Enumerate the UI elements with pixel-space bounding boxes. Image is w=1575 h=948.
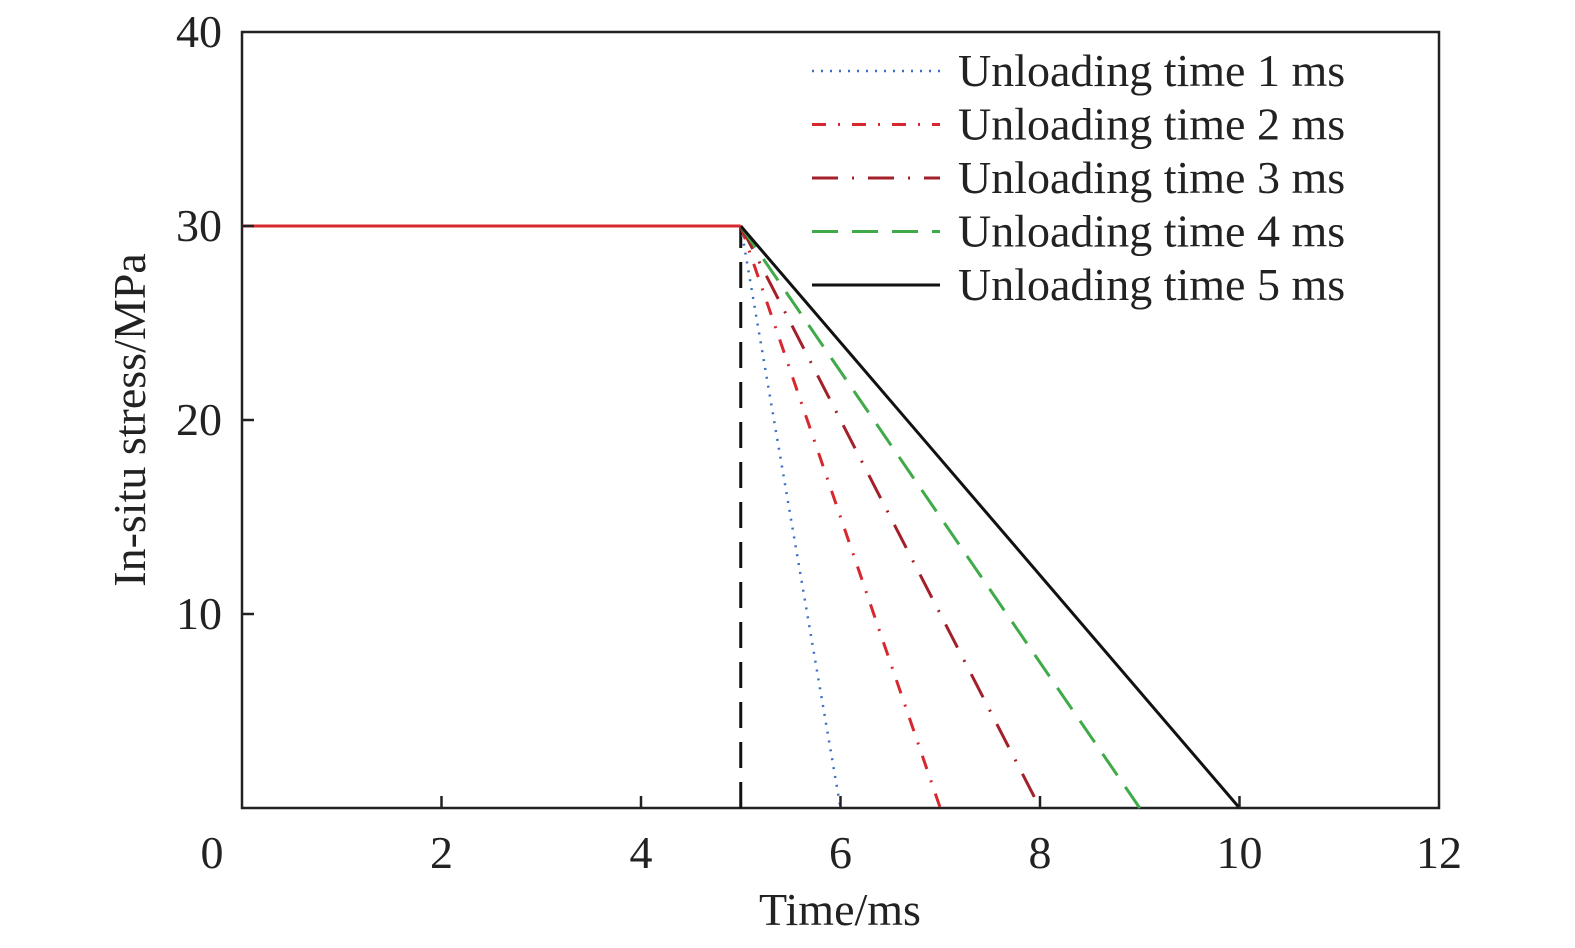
legend-label-2: Unloading time 2 ms xyxy=(958,99,1345,150)
x-tick-label: 4 xyxy=(630,827,653,878)
x-tick-label: 0 xyxy=(201,827,224,878)
ticks-layer: 0 2 4 6 8 10 12 10 20 30 40 xyxy=(176,6,1462,878)
legend-label-4: Unloading time 4 ms xyxy=(958,206,1345,257)
y-tick-label: 10 xyxy=(176,588,222,639)
y-axis-label: In-situ stress/MPa xyxy=(104,253,155,587)
x-axis-label: Time/ms xyxy=(759,884,921,935)
series-line-5 xyxy=(739,225,1241,809)
legend-label-1: Unloading time 1 ms xyxy=(958,45,1345,96)
y-tick-label: 40 xyxy=(176,6,222,57)
series-line-3 xyxy=(739,225,1042,809)
series-line-1 xyxy=(739,225,842,809)
legend-label-5: Unloading time 5 ms xyxy=(958,259,1345,310)
series-line-2 xyxy=(739,225,942,809)
x-tick-label: 12 xyxy=(1416,827,1462,878)
legend-label-3: Unloading time 3 ms xyxy=(958,152,1345,203)
y-tick-label: 20 xyxy=(176,394,222,445)
y-tick-label: 30 xyxy=(176,200,222,251)
data-layer xyxy=(242,224,1241,809)
x-tick-label: 8 xyxy=(1029,827,1052,878)
series-line-4 xyxy=(739,225,1141,809)
x-tick-label: 10 xyxy=(1217,827,1263,878)
x-tick-label: 2 xyxy=(430,827,453,878)
x-tick-label: 6 xyxy=(829,827,852,878)
